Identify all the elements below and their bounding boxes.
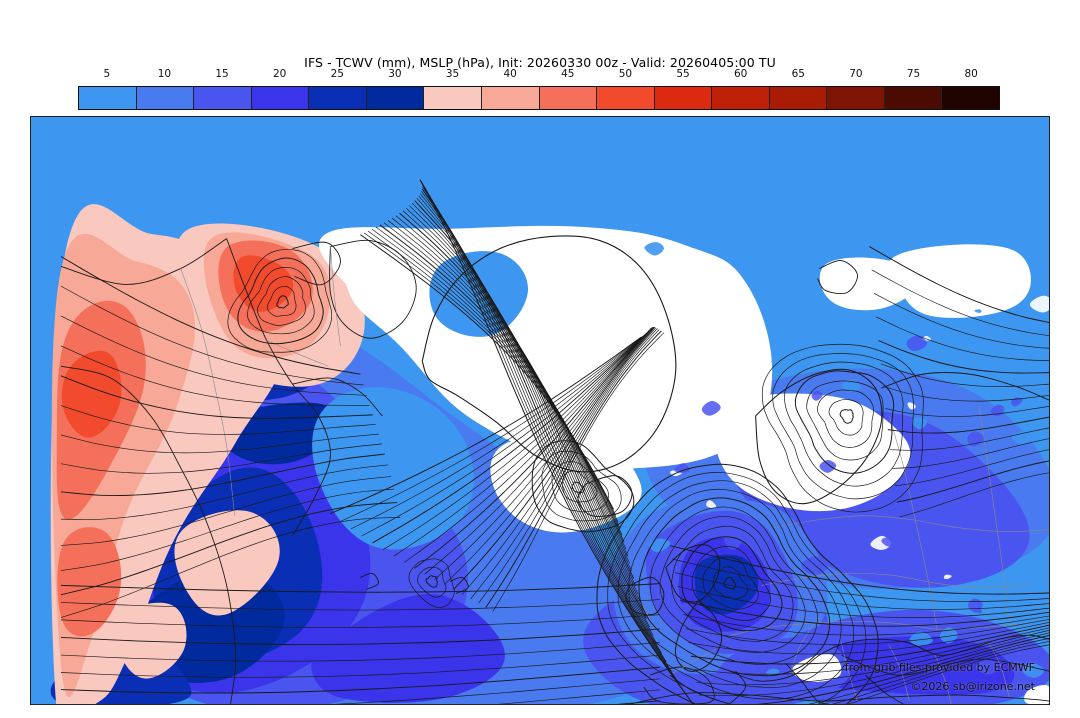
- colorbar-segment-65: [769, 87, 828, 109]
- colorbar-segment-25: [309, 87, 367, 109]
- colorbar-tick-30: 30: [388, 68, 402, 80]
- colorbar-segment-20: [251, 87, 310, 109]
- colorbar-segment-10: [136, 87, 195, 109]
- colorbar-tick-25: 25: [330, 68, 344, 80]
- colorbar-segment-60: [712, 87, 770, 109]
- weather-map-svg[interactable]: [31, 117, 1049, 704]
- colorbar-segment-75: [884, 87, 943, 109]
- colorbar-tick-35: 35: [445, 68, 460, 80]
- colorbar-tick-45: 45: [561, 68, 575, 80]
- colorbar-segment-50: [597, 87, 655, 109]
- colorbar-tick-labels: 5 10 15 20 25 30 35 40 45 50 55 60 65 70 75 80: [78, 68, 1000, 82]
- map-canvas[interactable]: from grib files provided by ECMWF ©2026 …: [30, 116, 1050, 705]
- colorbar-segment-15: [194, 87, 252, 109]
- colorbar-tick-65: 65: [791, 68, 805, 80]
- colorbar-tick-75: 75: [906, 68, 921, 80]
- colorbar-segment-45: [539, 87, 598, 109]
- colorbar-tick-20: 20: [273, 68, 287, 80]
- colorbar-tick-70: 70: [849, 68, 863, 80]
- colorbar-segment-40: [481, 87, 540, 109]
- colorbar-segment-70: [827, 87, 885, 109]
- colorbar-segment-30: [366, 87, 425, 109]
- colorbar-tick-50: 50: [618, 68, 633, 80]
- colorbar-tick-60: 60: [734, 68, 748, 80]
- colorbar-segment-35: [424, 87, 482, 109]
- colorbar-segment-5: [79, 87, 137, 109]
- page-title: IFS - TCWV (mm), MSLP (hPa), Init: 20260…: [304, 55, 776, 70]
- colorbar-segment-55: [654, 87, 713, 109]
- colorbar-tick-15: 15: [215, 68, 229, 80]
- colorbar-tick-55: 55: [676, 68, 690, 80]
- colorbar-segment-80: [942, 87, 999, 109]
- data-source-credit: from grib files provided by ECMWF: [844, 661, 1035, 674]
- colorbar: [78, 86, 1000, 110]
- colorbar-tick-5: 5: [103, 68, 111, 80]
- copyright-credit: ©2026 sb@irizone.net: [910, 680, 1035, 693]
- colorbar-tick-40: 40: [503, 68, 517, 80]
- colorbar-tick-10: 10: [157, 68, 172, 80]
- colorbar-tick-80: 80: [964, 68, 978, 80]
